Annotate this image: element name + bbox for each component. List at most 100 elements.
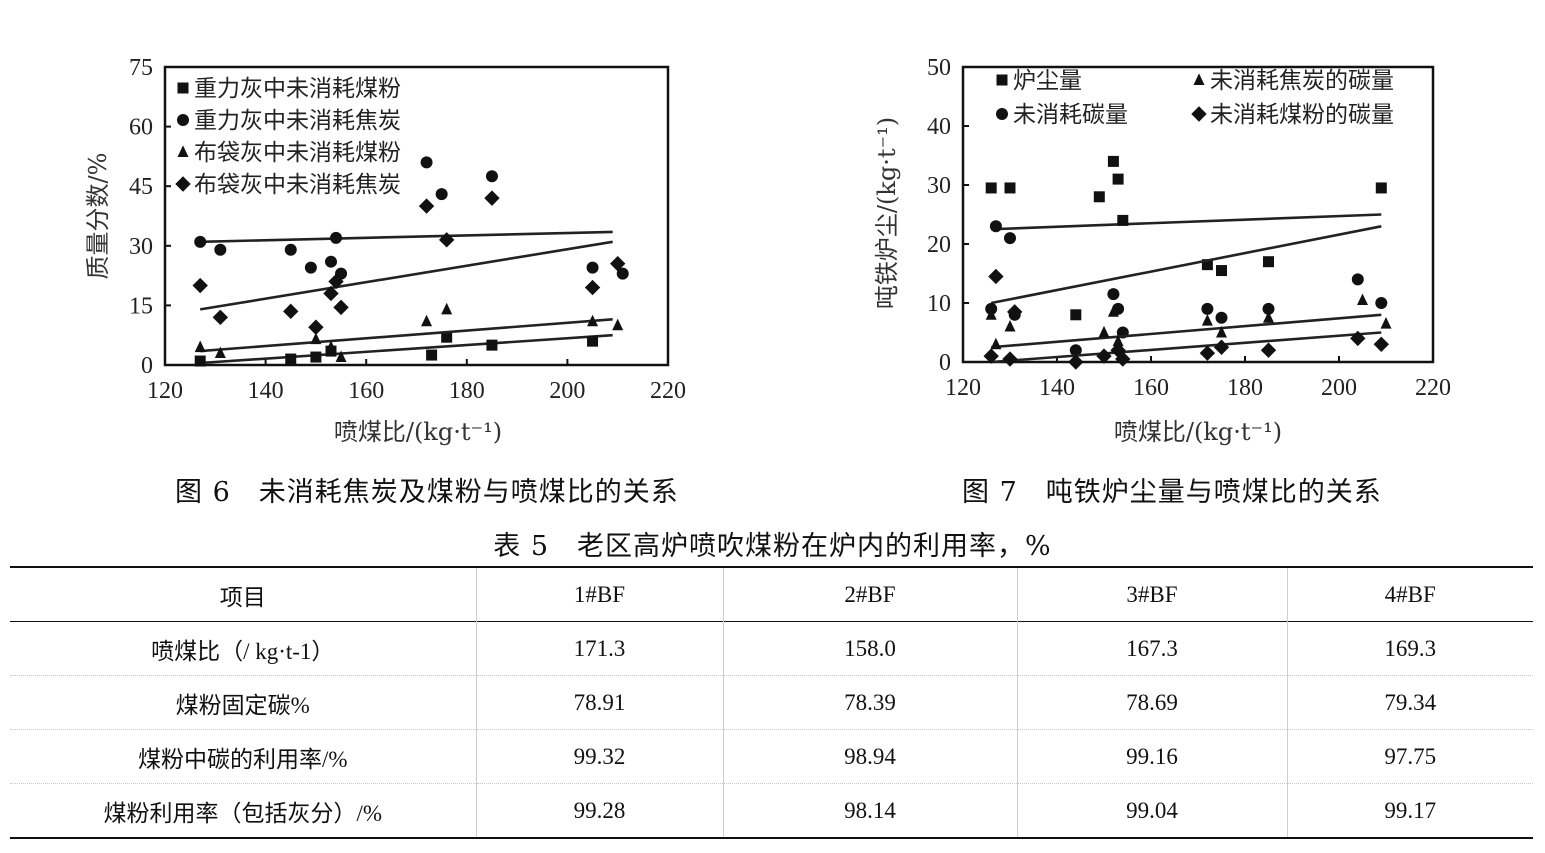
series-1-point xyxy=(1216,265,1227,277)
series-4-point xyxy=(1110,342,1126,358)
y-axis-label: 吨铁炉尘/(kg·t⁻¹) xyxy=(873,117,901,309)
y-tick-label: 50 xyxy=(927,55,951,81)
cell-value: 99.04 xyxy=(1016,783,1287,838)
series-2-point xyxy=(194,235,207,248)
series-2-legend-label: 未消耗碳量 xyxy=(1013,102,1128,128)
series-4-point xyxy=(484,190,500,206)
series-3-legend-marker xyxy=(1193,73,1205,85)
series-2-legend-label: 重力灰中未消耗焦炭 xyxy=(194,108,401,134)
series-2-point xyxy=(1215,311,1228,324)
series-4-point xyxy=(283,303,299,320)
y-tick-label: 0 xyxy=(141,353,153,379)
series-2-point xyxy=(1375,297,1388,309)
series-2-point xyxy=(330,231,343,244)
figure-6-chart: 120 140 160 180 200 220 0 15 30 45 60 75 喷煤比/(kg·t⁻¹… xyxy=(84,55,686,446)
series-1-trend-line xyxy=(991,213,1382,231)
series-3-point xyxy=(990,337,1002,350)
series-4-legend-marker xyxy=(175,176,191,192)
table-row: 煤粉中碳的利用率/% 99.32 98.94 99.16 97.75 xyxy=(10,729,1533,784)
series-1-point xyxy=(985,182,997,194)
y-tick-label: 15 xyxy=(129,293,153,319)
cell-value: 169.3 xyxy=(1286,621,1533,676)
series-4-point xyxy=(308,319,324,335)
series-2-point xyxy=(420,156,433,169)
cell-value: 158.0 xyxy=(722,621,1017,676)
series-3-legend-label: 未消耗焦炭的碳量 xyxy=(1210,68,1394,94)
series-1-point xyxy=(1070,309,1082,321)
series-4-point xyxy=(1260,342,1277,358)
series-1-point xyxy=(486,339,498,351)
series-4-point xyxy=(328,273,344,290)
series-1-point xyxy=(1201,259,1213,271)
series-3-point xyxy=(335,350,347,363)
x-tick-label: 220 xyxy=(1415,375,1451,401)
figure-7-chart: 120 140 160 180 200 220 0 10 20 30 40 50 喷煤比/(kg·t⁻¹… xyxy=(873,55,1451,446)
series-4-point xyxy=(1002,351,1018,367)
series-1-point xyxy=(1004,182,1016,194)
series-4-point xyxy=(333,299,349,316)
series-1-point xyxy=(426,349,438,361)
cell-value: 78.91 xyxy=(475,675,723,730)
series-2-point xyxy=(586,261,599,274)
series-4-point xyxy=(438,232,455,248)
figure-6-caption: 图 6 未消耗焦炭及煤粉与喷煤比的关系 xyxy=(175,477,679,508)
series-3-point xyxy=(1357,293,1368,305)
series-1-point xyxy=(285,353,297,365)
series-4-legend-label: 未消耗煤粉的碳量 xyxy=(1210,102,1394,128)
y-tick-label: 40 xyxy=(927,114,951,140)
x-tick-label: 160 xyxy=(1133,375,1169,401)
cell-value: 171.3 xyxy=(475,621,723,676)
x-tick-label: 200 xyxy=(1321,375,1357,401)
series-4-point xyxy=(418,198,435,214)
series-3-point xyxy=(1263,311,1274,323)
y-tick-label: 60 xyxy=(129,115,153,141)
series-4-point xyxy=(988,268,1004,285)
series-3-trend-line xyxy=(200,318,613,353)
series-1-point xyxy=(1375,182,1387,194)
series-1-point xyxy=(1263,256,1274,268)
cell-value: 99.16 xyxy=(1016,729,1287,784)
cell-value: 99.17 xyxy=(1286,783,1533,838)
header-item: 项目 xyxy=(219,584,266,610)
series-3-legend-marker xyxy=(177,145,189,157)
series-2-point xyxy=(1262,302,1275,315)
series-4-trend-line xyxy=(199,240,613,311)
x-tick-label: 140 xyxy=(248,378,284,404)
series-3-point xyxy=(214,346,226,359)
series-2-legend-marker xyxy=(177,114,189,126)
plot-frame xyxy=(961,65,1435,364)
table-header-row: 项目 1#BF 2#BF 3#BF 4#BF xyxy=(10,567,1533,622)
series-3-point xyxy=(310,332,322,345)
series-3-legend-label: 布袋灰中未消耗煤粉 xyxy=(194,140,401,166)
series-1-point xyxy=(1093,191,1105,203)
series-2-point xyxy=(485,170,498,183)
x-tick-label: 200 xyxy=(549,378,585,404)
series-4-point xyxy=(212,309,229,326)
table-row: 煤粉利用率（包括灰分）/% 99.28 98.14 99.04 99.17 xyxy=(10,783,1533,838)
series-1-point xyxy=(194,355,206,367)
y-tick-label: 20 xyxy=(927,232,951,258)
series-2-point xyxy=(1069,344,1082,357)
series-1-point xyxy=(1112,173,1124,185)
series-4-point xyxy=(323,285,339,302)
series-4-point xyxy=(1199,345,1216,361)
y-tick-label: 30 xyxy=(129,234,153,260)
series-3-point xyxy=(325,340,337,353)
x-tick-label: 140 xyxy=(1039,375,1075,401)
table-row: 喷煤比（/ kg·t-1） 171.3 158.0 167.3 169.3 xyxy=(10,621,1533,676)
row-label: 喷煤比（/ kg·t-1） xyxy=(151,638,335,664)
series-3-point xyxy=(587,314,599,327)
series-1-point xyxy=(1107,155,1119,167)
series-2-point xyxy=(324,255,337,268)
y-tick-label: 75 xyxy=(129,55,153,81)
series-2-point xyxy=(616,267,629,280)
series-3-point xyxy=(1201,314,1213,326)
series-3-point xyxy=(1098,325,1110,338)
series-4-point xyxy=(192,277,208,294)
cell-value: 98.14 xyxy=(722,783,1017,838)
x-tick-label: 160 xyxy=(348,378,384,404)
series-3-point xyxy=(1380,317,1392,329)
cell-value: 167.3 xyxy=(1016,621,1287,676)
series-4-point xyxy=(1350,330,1366,347)
table-title: 表 5 老区高炉喷吹煤粉在炉内的利用率，% xyxy=(493,531,1052,562)
